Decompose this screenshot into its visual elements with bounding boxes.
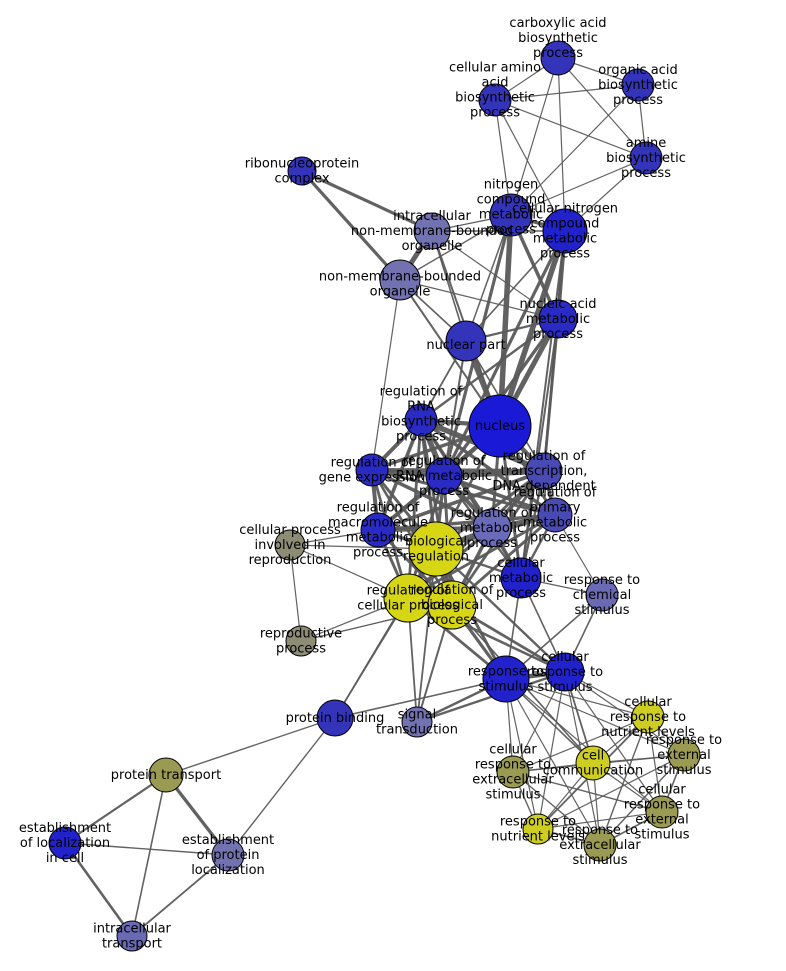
graph-edge	[465, 230, 566, 342]
graph-node-intracellular-non-membrane-bounded-organelle[interactable]	[413, 212, 451, 250]
graph-edge	[131, 854, 229, 937]
graph-edge	[510, 57, 559, 216]
graph-node-cellular-response-to-nutrient-levels[interactable]	[631, 700, 665, 734]
graph-node-protein-binding[interactable]	[316, 699, 354, 737]
graph-node-regulation-of-transcription-dna-dependent[interactable]	[525, 452, 563, 490]
graph-edge	[63, 842, 134, 937]
graph-node-nitrogen-compound-metabolic-process[interactable]	[489, 193, 533, 237]
graph-node-regulation-of-macromolecule-metabolic-process[interactable]	[360, 512, 396, 548]
graph-node-regulation-of-metabolic-process[interactable]	[472, 508, 512, 548]
graph-edge	[416, 548, 437, 723]
graph-edge	[300, 169, 402, 282]
graph-node-amine-biosynthetic-process[interactable]	[629, 141, 663, 175]
graph-edge	[505, 678, 601, 846]
graph-edge	[497, 230, 568, 427]
graph-node-regulation-of-rna-biosynthetic-process[interactable]	[404, 403, 438, 437]
graph-edge	[510, 84, 639, 216]
graph-node-cell-communication[interactable]	[575, 745, 611, 781]
graph-edge	[557, 57, 647, 159]
node-layer[interactable]	[48, 40, 701, 952]
graph-node-cellular-response-to-stimulus[interactable]	[545, 652, 585, 692]
graph-edge	[377, 469, 545, 532]
graph-node-regulation-of-biological-process[interactable]	[427, 580, 477, 630]
graph-edge	[420, 318, 559, 421]
graph-edge	[497, 214, 514, 427]
graph-node-nucleus[interactable]	[468, 394, 532, 458]
graph-edge	[465, 214, 512, 342]
graph-edge	[512, 771, 663, 813]
graph-edge	[557, 57, 566, 232]
graph-node-establishment-of-protein-localization[interactable]	[211, 838, 245, 872]
graph-edge	[512, 716, 649, 773]
graph-edge	[301, 169, 433, 233]
graph-edge	[431, 230, 559, 320]
graph-node-reproductive-process[interactable]	[285, 625, 317, 657]
graph-edge	[371, 468, 556, 517]
graph-node-non-membrane-bounded-organelle[interactable]	[379, 259, 421, 301]
graph-edge	[537, 754, 685, 830]
graph-edge	[494, 84, 639, 101]
graph-node-ribonucleoprotein-complex[interactable]	[287, 156, 317, 186]
graph-edge	[494, 99, 647, 159]
graph-node-nuclear-part[interactable]	[445, 320, 487, 362]
graph-edge	[371, 279, 401, 471]
graph-node-cellular-process-involved-in-reproduction[interactable]	[274, 529, 306, 561]
graph-edge	[377, 513, 556, 532]
graph-edge	[599, 754, 685, 846]
graph-edge	[435, 548, 566, 673]
graph-edge	[564, 671, 663, 813]
graph-node-signal-transduction[interactable]	[401, 706, 433, 738]
graph-edge	[131, 774, 167, 937]
graph-edge	[371, 468, 493, 530]
graph-node-response-to-extracellular-stimulus[interactable]	[583, 828, 617, 862]
graph-node-regulation-of-cellular-process[interactable]	[383, 573, 433, 623]
graph-edge	[564, 671, 685, 756]
graph-node-cellular-amino-acid-biosynthetic-process[interactable]	[478, 83, 512, 117]
graph-node-response-to-chemical-stimulus[interactable]	[585, 578, 619, 612]
graph-edge	[406, 419, 423, 599]
graph-edge	[64, 774, 167, 844]
graph-edge	[399, 279, 559, 320]
graph-edge	[505, 678, 685, 756]
graph-node-cellular-response-to-extracellular-stimulus[interactable]	[496, 755, 530, 789]
graph-node-regulation-of-primary-metabolic-process[interactable]	[537, 497, 573, 533]
graph-edge	[443, 340, 467, 477]
graph-node-cellular-nitrogen-compound-metabolic-process[interactable]	[542, 208, 588, 254]
graph-node-organic-acid-biosynthetic-process[interactable]	[621, 68, 655, 102]
graph-node-regulation-of-rna-metabolic-process[interactable]	[425, 457, 463, 495]
graph-node-response-to-stimulus[interactable]	[482, 655, 530, 703]
graph-node-biological-regulation[interactable]	[408, 521, 464, 577]
graph-node-regulation-of-gene-expression[interactable]	[355, 453, 389, 487]
graph-edge	[512, 771, 601, 846]
graph-edge	[505, 678, 649, 718]
graph-edge	[420, 418, 556, 517]
graph-edge	[537, 811, 663, 830]
graph-edge	[537, 671, 566, 830]
graph-node-cellular-response-to-external-stimulus[interactable]	[645, 795, 679, 829]
graph-edge	[520, 318, 559, 579]
graph-edge	[510, 157, 647, 216]
graph-edge	[165, 717, 336, 776]
graph-edge	[599, 716, 649, 846]
graph-node-cellular-metabolic-process[interactable]	[500, 557, 542, 599]
graph-node-intracellular-transport[interactable]	[116, 920, 148, 952]
graph-edge	[289, 544, 302, 642]
graph-edge	[494, 99, 566, 232]
graph-edge	[505, 678, 663, 813]
graph-edge	[64, 842, 229, 856]
graph-node-establishment-of-localization-in-cell[interactable]	[48, 826, 82, 860]
graph-node-response-to-external-stimulus[interactable]	[667, 738, 701, 772]
graph-node-protein-transport[interactable]	[148, 757, 184, 793]
graph-node-carboxylic-acid-biosynthetic-process[interactable]	[540, 40, 576, 76]
graph-edge	[227, 717, 336, 856]
graph-node-response-to-nutrient-levels[interactable]	[522, 813, 554, 845]
graph-node-nucleic-acid-metabolic-process[interactable]	[538, 299, 578, 339]
graph-edge	[334, 678, 507, 719]
edge-layer	[63, 57, 685, 937]
graph-edge	[542, 318, 560, 472]
